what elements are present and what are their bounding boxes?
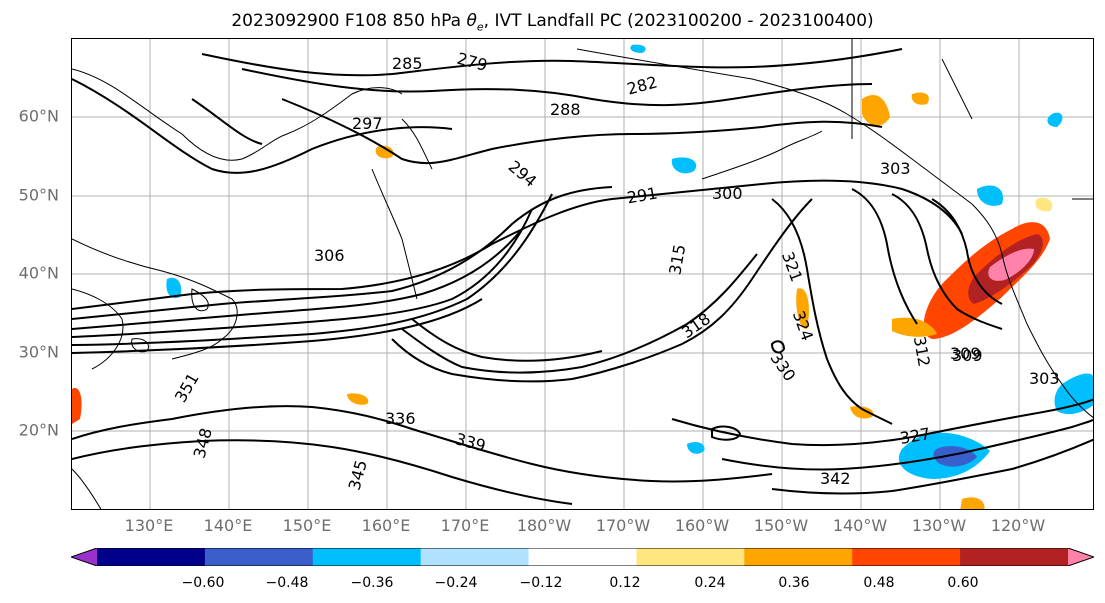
lat-label-60n: 60°N [18, 106, 59, 126]
colorbar-tick: 0.36 [778, 575, 810, 591]
colorbar-tick: 0.12 [609, 575, 641, 591]
lon-label: 160°W [674, 516, 730, 535]
lon-label: 180°W [516, 516, 572, 535]
title-prefix: 2023092900 F108 850 hPa [231, 11, 467, 31]
colorbar-segment [1068, 548, 1094, 566]
contour-label: 309 [952, 346, 983, 365]
theta-e-contours [72, 48, 1093, 505]
colorbar-segment [204, 548, 314, 566]
colorbar [71, 548, 1094, 566]
colorbar-segment [420, 548, 530, 566]
contour-label: 294 [505, 157, 541, 191]
lat-label-30n: 30°N [18, 342, 59, 362]
colorbar-segment [71, 548, 97, 566]
contour-label: 309 [950, 344, 981, 363]
contour-label: 312 [910, 335, 934, 368]
lat-label-20n: 20°N [18, 420, 59, 440]
colorbar-tick: −0.24 [434, 575, 478, 591]
contour-label: 342 [820, 469, 851, 488]
graticule [72, 39, 1093, 509]
lon-label: 170°E [440, 516, 490, 535]
contour-label: 303 [880, 159, 911, 178]
lon-label: 120°W [990, 516, 1046, 535]
contour-label: 297 [352, 114, 383, 133]
colorbar-segment [852, 548, 961, 566]
contour-labels: 285 279 282 288 291 294 297 300 303 306 … [171, 49, 1060, 493]
colorbar-segment [744, 548, 853, 566]
contour-label: 339 [453, 429, 487, 455]
contour-label: 351 [171, 370, 203, 406]
contour-label: 300 [712, 184, 743, 203]
colorbar-segment [960, 548, 1069, 566]
map-svg: 285 279 282 288 291 294 297 300 303 306 … [72, 39, 1093, 509]
lon-label: 170°W [595, 516, 651, 535]
lon-label: 150°W [753, 516, 809, 535]
lon-label: 140°E [203, 516, 253, 535]
contour-label: 303 [1029, 369, 1060, 388]
colorbar-tick: −0.60 [181, 575, 225, 591]
lon-label: 160°E [361, 516, 411, 535]
contour-label: 279 [455, 49, 489, 75]
contour-label: 285 [392, 54, 423, 73]
colorbar-segment [312, 548, 422, 566]
lat-label-50n: 50°N [18, 185, 59, 205]
contour-label: 315 [665, 243, 689, 276]
colorbar-tick: 0.48 [863, 575, 895, 591]
contour-label: 288 [550, 100, 581, 119]
contour-label: 318 [678, 309, 714, 342]
contour-label: 306 [314, 246, 345, 265]
lat-label-40n: 40°N [18, 263, 59, 283]
colorbar-segment [97, 548, 206, 566]
lon-label: 150°E [282, 516, 332, 535]
title-theta: θ [466, 11, 477, 31]
contour-label: 336 [385, 409, 416, 428]
colorbar-tick: −0.36 [350, 575, 394, 591]
lon-label: 130°W [911, 516, 967, 535]
colorbar-segments [71, 548, 1094, 566]
contour-label: 282 [625, 72, 659, 98]
map-panel: 285 279 282 288 291 294 297 300 303 306 … [71, 38, 1094, 510]
colorbar-segment [636, 548, 745, 566]
coastlines [72, 39, 1093, 509]
contour-label: 330 [766, 349, 799, 385]
colorbar-tick: −0.12 [519, 575, 563, 591]
title-suffix: , IVT Landfall PC (2023100200 - 20231004… [483, 11, 874, 31]
contour-label: 324 [789, 308, 817, 343]
colorbar-tick: 0.60 [947, 575, 979, 591]
lon-label: 140°W [832, 516, 888, 535]
title-theta-subscript: e [476, 20, 484, 34]
contour-label: 291 [625, 183, 658, 207]
colorbar-tick: −0.48 [265, 575, 309, 591]
colorbar-segment [528, 548, 637, 566]
colorbar-tick: 0.24 [694, 575, 726, 591]
contour-label: 345 [345, 458, 371, 492]
map-title: 2023092900 F108 850 hPa θe, IVT Landfall… [0, 10, 1105, 38]
lon-label: 130°E [124, 516, 174, 535]
